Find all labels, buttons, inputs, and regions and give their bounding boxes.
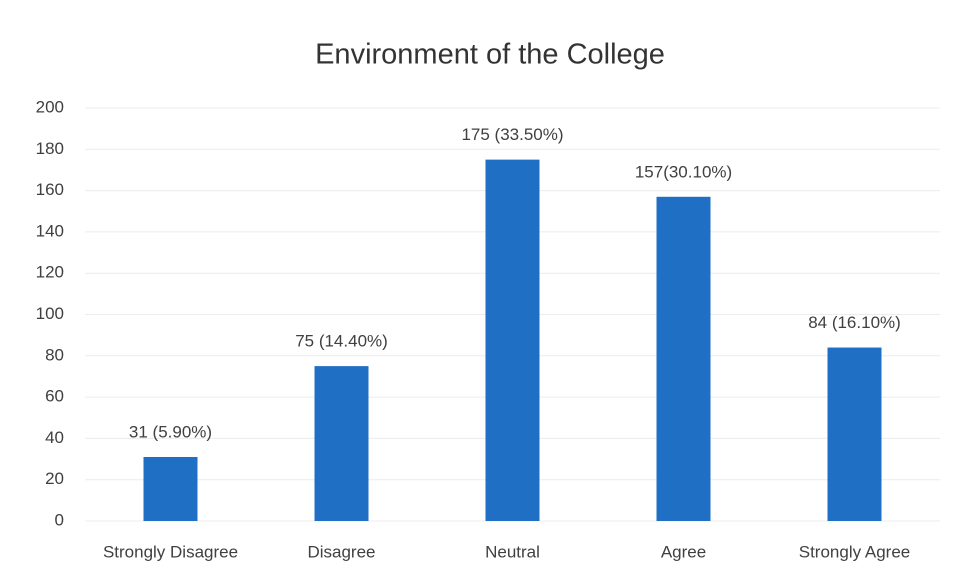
bar [485,159,540,521]
y-tick-label: 20 [45,469,64,488]
y-tick-label: 60 [45,387,64,406]
x-tick-label: Agree [661,542,706,561]
bar [656,196,711,522]
data-label: 157(30.10%) [635,162,732,181]
y-tick-label: 0 [55,510,64,529]
y-tick-label: 120 [36,263,64,282]
x-tick-label: Disagree [307,542,375,561]
y-tick-label: 100 [36,304,64,323]
bar [314,366,369,521]
chart-title: Environment of the College [315,39,665,71]
y-tick-label: 80 [45,345,64,364]
x-tick-label: Strongly Disagree [103,542,238,561]
x-tick-label: Neutral [485,542,540,561]
y-tick-label: 180 [36,139,64,158]
data-label: 31 (5.90%) [129,422,212,441]
y-tick-label: 40 [45,428,64,447]
data-label: 175 (33.50%) [461,125,563,144]
bar [143,456,198,521]
y-tick-label: 200 [36,97,64,116]
y-tick-label: 140 [36,221,64,240]
bar [827,347,882,521]
data-label: 75 (14.40%) [295,332,388,351]
x-tick-label: Strongly Agree [799,542,911,561]
data-label: 84 (16.10%) [808,313,901,332]
y-tick-label: 160 [36,180,64,199]
